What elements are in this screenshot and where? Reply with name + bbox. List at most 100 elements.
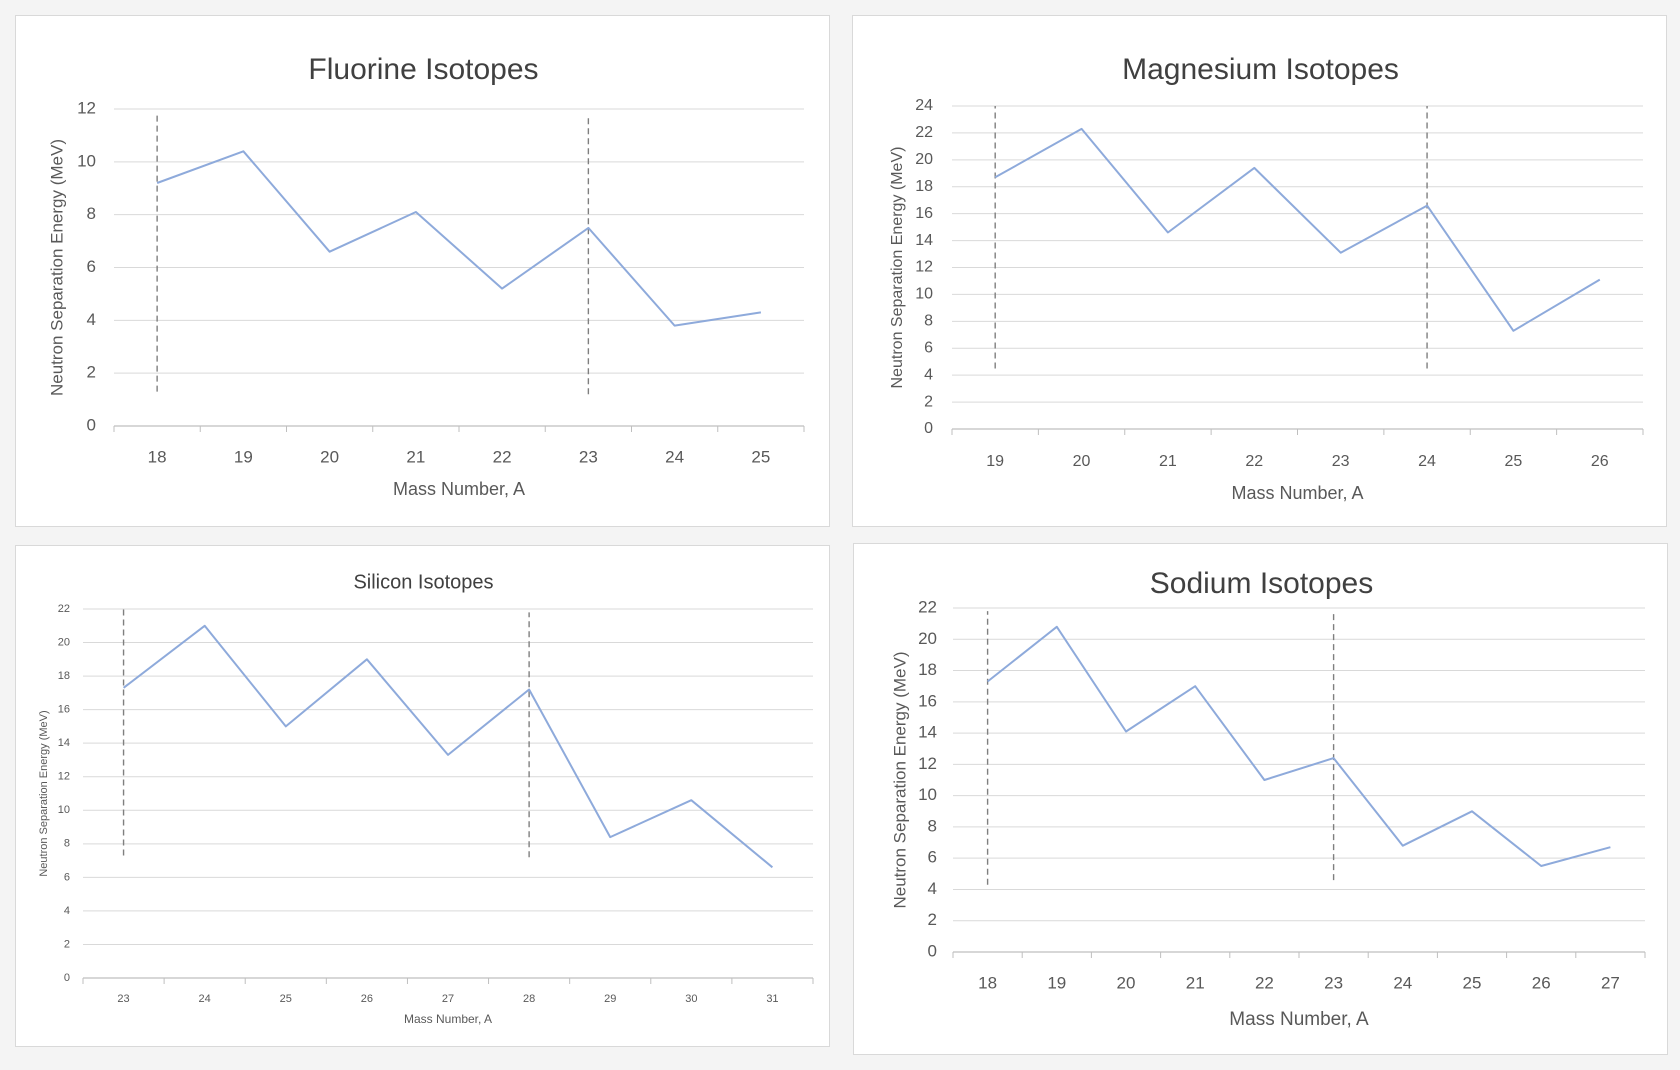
y-tick-label: 16 bbox=[915, 205, 933, 222]
y-tick-label: 24 bbox=[915, 97, 933, 114]
x-tick-label: 24 bbox=[199, 993, 211, 1005]
data-point bbox=[1598, 278, 1602, 282]
data-point bbox=[1124, 730, 1128, 734]
x-axis-title: Mass Number, A bbox=[1231, 483, 1363, 503]
data-point bbox=[993, 175, 997, 179]
data-point bbox=[1470, 809, 1474, 813]
x-tick-label: 26 bbox=[361, 993, 373, 1005]
fluorine-chart-panel: Fluorine Isotopes 0 2 4 6 8 10 12 18 19 20 21 22 23 24… bbox=[15, 15, 830, 527]
data-point bbox=[770, 865, 774, 869]
data-point bbox=[759, 310, 763, 314]
y-tick-label: 12 bbox=[58, 771, 70, 783]
y-tick-label: 10 bbox=[77, 151, 96, 170]
data-point bbox=[1080, 127, 1084, 131]
data-point bbox=[1332, 756, 1336, 760]
data-point bbox=[689, 798, 693, 802]
y-tick-label: 0 bbox=[87, 415, 96, 434]
data-point bbox=[1339, 251, 1343, 255]
chart-title: Fluorine Isotopes bbox=[308, 53, 538, 86]
chart-title: Magnesium Isotopes bbox=[1122, 53, 1399, 86]
y-tick-label: 20 bbox=[918, 629, 937, 648]
x-tick-label: 18 bbox=[148, 447, 167, 466]
data-point bbox=[586, 226, 590, 230]
y-tick-label: 20 bbox=[58, 636, 70, 648]
data-point bbox=[1401, 844, 1405, 848]
data-point bbox=[527, 688, 531, 692]
y-tick-label: 0 bbox=[924, 420, 933, 437]
y-tick-label: 8 bbox=[64, 838, 70, 850]
data-point bbox=[446, 753, 450, 757]
x-tick-label: 25 bbox=[1463, 973, 1482, 992]
x-tick-label: 19 bbox=[986, 453, 1004, 470]
x-tick-label: 18 bbox=[978, 973, 997, 992]
y-tick-label: 6 bbox=[87, 257, 96, 276]
y-tick-label: 18 bbox=[915, 178, 933, 195]
x-tick-label: 21 bbox=[406, 447, 425, 466]
x-tick-label: 25 bbox=[280, 993, 292, 1005]
x-tick-label: 21 bbox=[1186, 973, 1205, 992]
x-tick-label: 20 bbox=[1073, 453, 1091, 470]
data-point bbox=[365, 657, 369, 661]
magnesium-chart: Magnesium Isotopes0246810121416182022241… bbox=[889, 53, 1644, 503]
y-tick-label: 16 bbox=[918, 691, 937, 710]
data-point bbox=[1166, 231, 1170, 235]
data-point bbox=[122, 686, 126, 690]
y-tick-label: 8 bbox=[87, 204, 96, 223]
silicon-chart-panel: Silicon Isotopes 0 2 4 6 8 10 12 14 16 18 20 22 23 24 2… bbox=[15, 545, 830, 1047]
x-axis-title: Mass Number, A bbox=[404, 1012, 492, 1026]
x-axis-title: Mass Number, A bbox=[1229, 1009, 1369, 1030]
y-tick-label: 12 bbox=[918, 754, 937, 773]
x-tick-label: 22 bbox=[1245, 453, 1263, 470]
y-tick-label: 18 bbox=[918, 660, 937, 679]
y-tick-label: 0 bbox=[928, 941, 937, 960]
data-point bbox=[608, 835, 612, 839]
y-tick-label: 10 bbox=[58, 804, 70, 816]
x-tick-label: 23 bbox=[579, 447, 598, 466]
x-tick-label: 26 bbox=[1591, 453, 1609, 470]
y-tick-label: 22 bbox=[915, 124, 933, 141]
y-tick-label: 4 bbox=[64, 905, 70, 917]
y-tick-label: 22 bbox=[58, 603, 70, 615]
x-tick-label: 28 bbox=[523, 993, 535, 1005]
x-tick-label: 29 bbox=[604, 993, 616, 1005]
magnesium-chart-panel: Magnesium Isotopes 0 2 4 6 8 10 12 14 16 18 20 22 24 1… bbox=[852, 15, 1667, 527]
data-point bbox=[986, 679, 990, 683]
data-point bbox=[1608, 845, 1612, 849]
x-tick-label: 30 bbox=[685, 993, 697, 1005]
x-tick-label: 23 bbox=[1332, 453, 1350, 470]
series-line bbox=[986, 625, 1611, 867]
data-point bbox=[414, 210, 418, 214]
chart-title: Sodium Isotopes bbox=[1150, 567, 1373, 600]
x-tick-label: 22 bbox=[493, 447, 512, 466]
series-line bbox=[994, 127, 1601, 332]
x-tick-label: 22 bbox=[1255, 973, 1274, 992]
y-axis-title: Neutron Separation Energy (MeV) bbox=[890, 651, 909, 908]
y-tick-label: 16 bbox=[58, 704, 70, 716]
data-point bbox=[1193, 684, 1197, 688]
y-tick-label: 14 bbox=[918, 723, 937, 742]
y-tick-label: 14 bbox=[58, 737, 70, 749]
y-tick-label: 0 bbox=[64, 972, 70, 984]
y-tick-label: 12 bbox=[915, 259, 933, 276]
data-point bbox=[1539, 864, 1543, 868]
y-tick-label: 10 bbox=[915, 286, 933, 303]
data-point bbox=[1252, 166, 1256, 170]
y-axis-title: Neutron Separation Energy (MeV) bbox=[38, 710, 50, 876]
y-tick-label: 4 bbox=[87, 310, 96, 329]
x-tick-label: 31 bbox=[766, 993, 778, 1005]
y-axis-title: Neutron Separation Energy (MeV) bbox=[889, 147, 906, 389]
data-point bbox=[1511, 329, 1515, 333]
x-tick-label: 27 bbox=[442, 993, 454, 1005]
x-axis-title: Mass Number, A bbox=[393, 479, 525, 499]
x-tick-label: 19 bbox=[1047, 973, 1066, 992]
y-tick-label: 4 bbox=[924, 366, 933, 383]
y-tick-label: 8 bbox=[924, 313, 933, 330]
y-tick-label: 2 bbox=[64, 938, 70, 950]
chart-title: Silicon Isotopes bbox=[353, 571, 493, 593]
data-point bbox=[155, 181, 159, 185]
series-line bbox=[122, 624, 774, 869]
data-point bbox=[1262, 778, 1266, 782]
data-point bbox=[673, 324, 677, 328]
